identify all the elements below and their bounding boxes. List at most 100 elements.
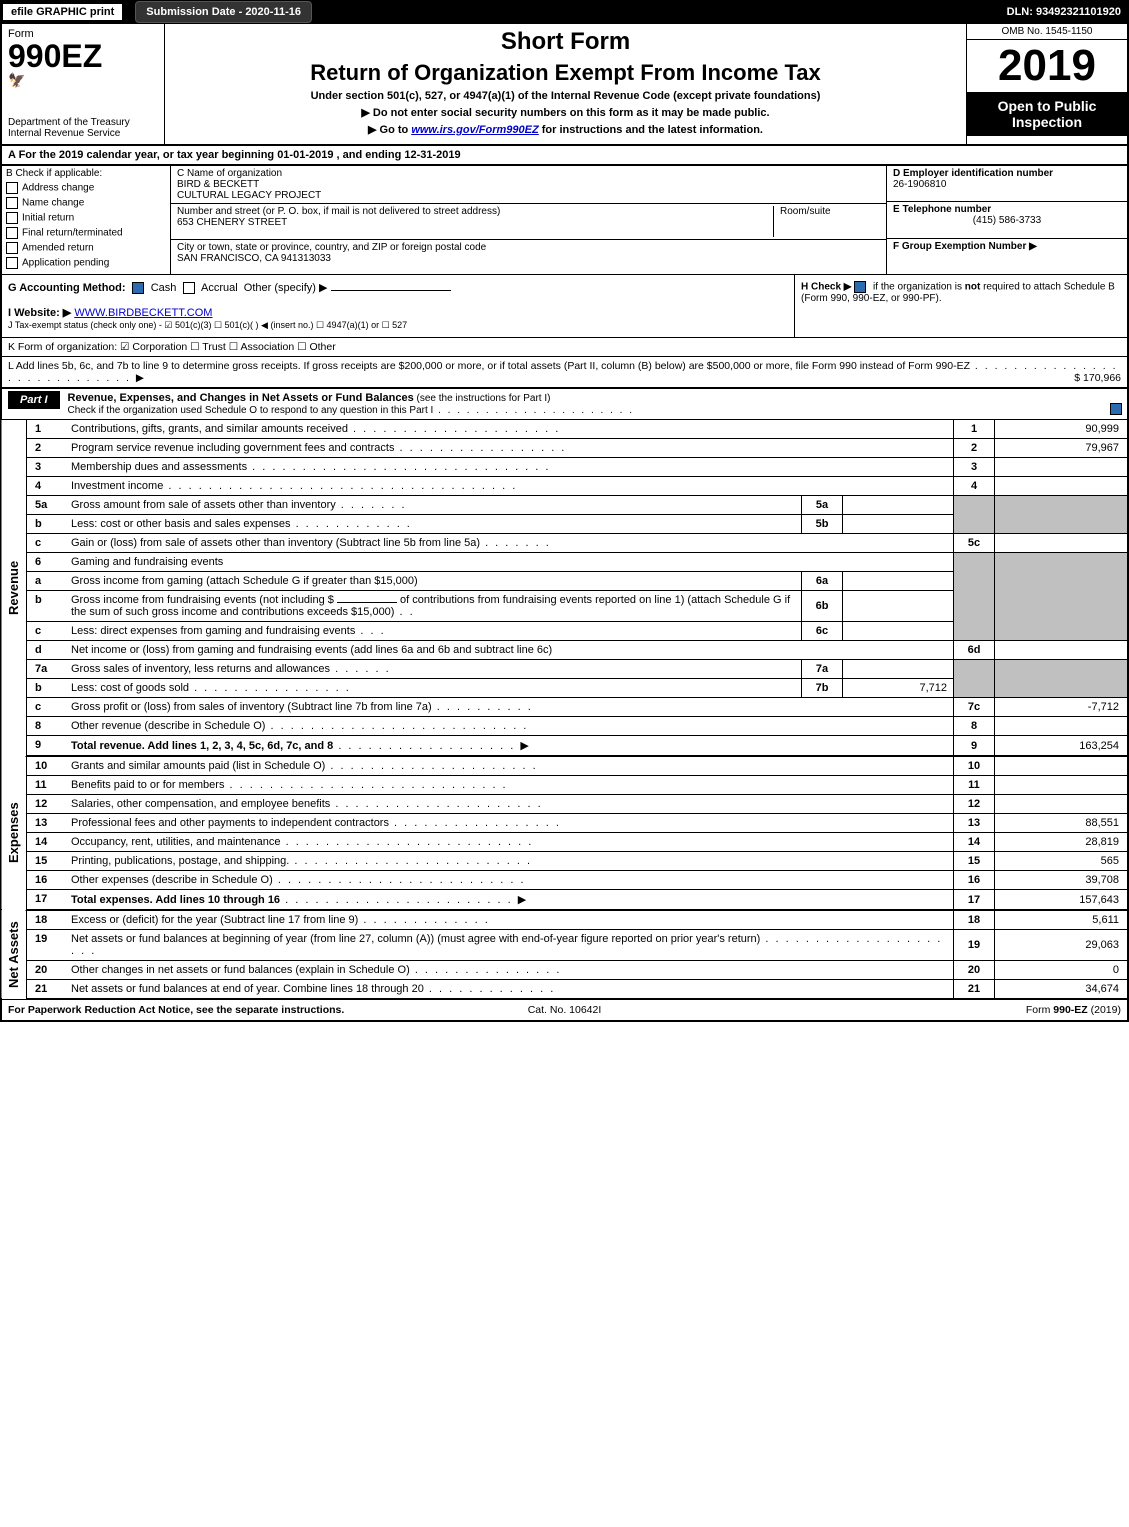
chk-initial-return[interactable]: Initial return xyxy=(6,212,166,224)
part1-header: Part I Revenue, Expenses, and Changes in… xyxy=(0,389,1129,420)
irs-link[interactable]: www.irs.gov/Form990EZ xyxy=(411,124,538,136)
line-17: 17 Total expenses. Add lines 10 through … xyxy=(1,890,1128,911)
subtitle: Under section 501(c), 527, or 4947(a)(1)… xyxy=(173,90,958,102)
header-right: OMB No. 1545-1150 2019 Open to Public In… xyxy=(966,24,1127,144)
line-4: 4 Investment income . . . . . . . . . . … xyxy=(1,477,1128,496)
chk-application-pending[interactable]: Application pending xyxy=(6,257,166,269)
eagle-icon: 🦅 xyxy=(8,72,158,89)
checkbox-icon xyxy=(6,212,18,224)
line-5c: c Gain or (loss) from sale of assets oth… xyxy=(1,534,1128,553)
chk-name-change[interactable]: Name change xyxy=(6,197,166,209)
chk-amended-return[interactable]: Amended return xyxy=(6,242,166,254)
submission-date-button[interactable]: Submission Date - 2020-11-16 xyxy=(135,1,312,23)
col-b-checkboxes: B Check if applicable: Address change Na… xyxy=(2,166,171,274)
label-org-name: C Name of organization xyxy=(177,168,880,179)
l-text: L Add lines 5b, 6c, and 7b to line 9 to … xyxy=(8,360,970,372)
line-1: Revenue 1 Contributions, gifts, grants, … xyxy=(1,420,1128,439)
other-specify-line[interactable] xyxy=(331,290,451,291)
form-header: Form 990EZ 🦅 Department of the Treasury … xyxy=(0,24,1129,146)
part1-title: Revenue, Expenses, and Changes in Net As… xyxy=(60,389,1109,419)
line-21: 21 Net assets or fund balances at end of… xyxy=(1,980,1128,1000)
label-group-exemption: F Group Exemption Number ▶ xyxy=(893,241,1037,252)
line-6d: d Net income or (loss) from gaming and f… xyxy=(1,641,1128,660)
label-accr']: Accrual xyxy=(201,282,238,294)
part1-table: Revenue 1 Contributions, gifts, grants, … xyxy=(0,420,1129,1000)
short-form-title: Short Form xyxy=(173,28,958,56)
col-c-org-info: C Name of organization BIRD & BECKETT CU… xyxy=(171,166,886,274)
lnum: 1 xyxy=(27,420,68,439)
part1-check-line: Check if the organization used Schedule … xyxy=(68,405,634,416)
website-link[interactable]: WWW.BIRDBECKETT.COM xyxy=(74,307,212,319)
section-netassets-label: Net Assets xyxy=(1,910,27,999)
line-18: Net Assets 18 Excess or (deficit) for th… xyxy=(1,910,1128,930)
ein-value: 26-1906810 xyxy=(893,179,946,190)
row-h: H Check ▶ if the organization is not req… xyxy=(794,275,1127,337)
header-left: Form 990EZ 🦅 Department of the Treasury … xyxy=(2,24,165,144)
label-i: I Website: ▶ xyxy=(8,307,71,319)
line-14: 14 Occupancy, rent, utilities, and maint… xyxy=(1,833,1128,852)
checkbox-icon xyxy=(6,242,18,254)
efile-print-button[interactable]: efile GRAPHIC print xyxy=(2,3,123,21)
page-footer: For Paperwork Reduction Act Notice, see … xyxy=(0,1000,1129,1022)
org-name-1: BIRD & BECKETT xyxy=(177,179,880,190)
address-row: Number and street (or P. O. box, if mail… xyxy=(171,204,886,240)
line-2: 2 Program service revenue including gove… xyxy=(1,439,1128,458)
open-public: Open to Public Inspection xyxy=(967,92,1127,136)
col-def: D Employer identification number 26-1906… xyxy=(886,166,1127,274)
line-10: Expenses 10 Grants and similar amounts p… xyxy=(1,756,1128,776)
street-address: 653 CHENERY STREET xyxy=(177,217,773,228)
dept-irs: Internal Revenue Service xyxy=(8,128,158,139)
label-city: City or town, state or province, country… xyxy=(177,242,880,253)
row-a-tax-year: A For the 2019 calendar year, or tax yea… xyxy=(0,146,1129,166)
header-center: Short Form Return of Organization Exempt… xyxy=(165,24,966,144)
rnum: 1 xyxy=(954,420,995,439)
chk-final-return[interactable]: Final return/terminated xyxy=(6,227,166,239)
line-3: 3 Membership dues and assessments . . . … xyxy=(1,458,1128,477)
chk-address-change[interactable]: Address change xyxy=(6,182,166,194)
line-19: 19 Net assets or fund balances at beginn… xyxy=(1,930,1128,961)
line-7a: 7a Gross sales of inventory, less return… xyxy=(1,660,1128,679)
chk-h[interactable] xyxy=(854,281,866,293)
line-12: 12 Salaries, other compensation, and emp… xyxy=(1,795,1128,814)
checkbox-icon xyxy=(6,257,18,269)
note-goto-post: for instructions and the latest informat… xyxy=(539,124,763,136)
line-8: 8 Other revenue (describe in Schedule O)… xyxy=(1,717,1128,736)
form-number: 990EZ xyxy=(8,40,158,72)
label-g: G Accounting Method: xyxy=(8,282,126,294)
top-bar: efile GRAPHIC print Submission Date - 20… xyxy=(0,0,1129,24)
line-13: 13 Professional fees and other payments … xyxy=(1,814,1128,833)
line-7c: c Gross profit or (loss) from sales of i… xyxy=(1,698,1128,717)
label-address: Number and street (or P. O. box, if mail… xyxy=(177,206,773,217)
note-ssn: ▶ Do not enter social security numbers o… xyxy=(173,106,958,119)
label-h: H Check ▶ xyxy=(801,282,851,293)
line-5a: 5a Gross amount from sale of assets othe… xyxy=(1,496,1128,515)
chk-cash[interactable] xyxy=(132,282,144,294)
tax-year: 2019 xyxy=(967,40,1127,92)
label-phone: E Telephone number xyxy=(893,204,991,215)
note-goto-pre: ▶ Go to xyxy=(368,124,411,136)
section-expenses-label: Expenses xyxy=(1,756,27,910)
part1-checkbox[interactable] xyxy=(1109,389,1127,415)
col-b-title: B Check if applicable: xyxy=(6,168,166,179)
line-16: 16 Other expenses (describe in Schedule … xyxy=(1,871,1128,890)
checkbox-icon xyxy=(6,197,18,209)
ein-row: D Employer identification number 26-1906… xyxy=(887,166,1127,202)
line-15: 15 Printing, publications, postage, and … xyxy=(1,852,1128,871)
city-state-zip: SAN FRANCISCO, CA 941313033 xyxy=(177,253,880,264)
rval: 90,999 xyxy=(995,420,1129,439)
row-gh: G Accounting Method: Cash Accrual Other … xyxy=(0,275,1129,338)
org-name-row: C Name of organization BIRD & BECKETT CU… xyxy=(171,166,886,204)
line-20: 20 Other changes in net assets or fund b… xyxy=(1,961,1128,980)
footer-left: For Paperwork Reduction Act Notice, see … xyxy=(8,1004,379,1016)
checkbox-icon xyxy=(1110,403,1122,415)
org-name-2: CULTURAL LEGACY PROJECT xyxy=(177,190,880,201)
room-suite: Room/suite xyxy=(773,206,880,237)
city-row: City or town, state or province, country… xyxy=(171,240,886,275)
row-k-org-form: K Form of organization: ☑ Corporation ☐ … xyxy=(0,338,1129,357)
phone-value: (415) 586-3733 xyxy=(893,215,1121,226)
note-goto: ▶ Go to www.irs.gov/Form990EZ for instru… xyxy=(173,123,958,136)
label-cash: Cash xyxy=(151,282,177,294)
chk-accrual[interactable] xyxy=(183,282,195,294)
line-6: 6 Gaming and fundraising events xyxy=(1,553,1128,572)
label-other: Other (specify) ▶ xyxy=(244,282,328,294)
